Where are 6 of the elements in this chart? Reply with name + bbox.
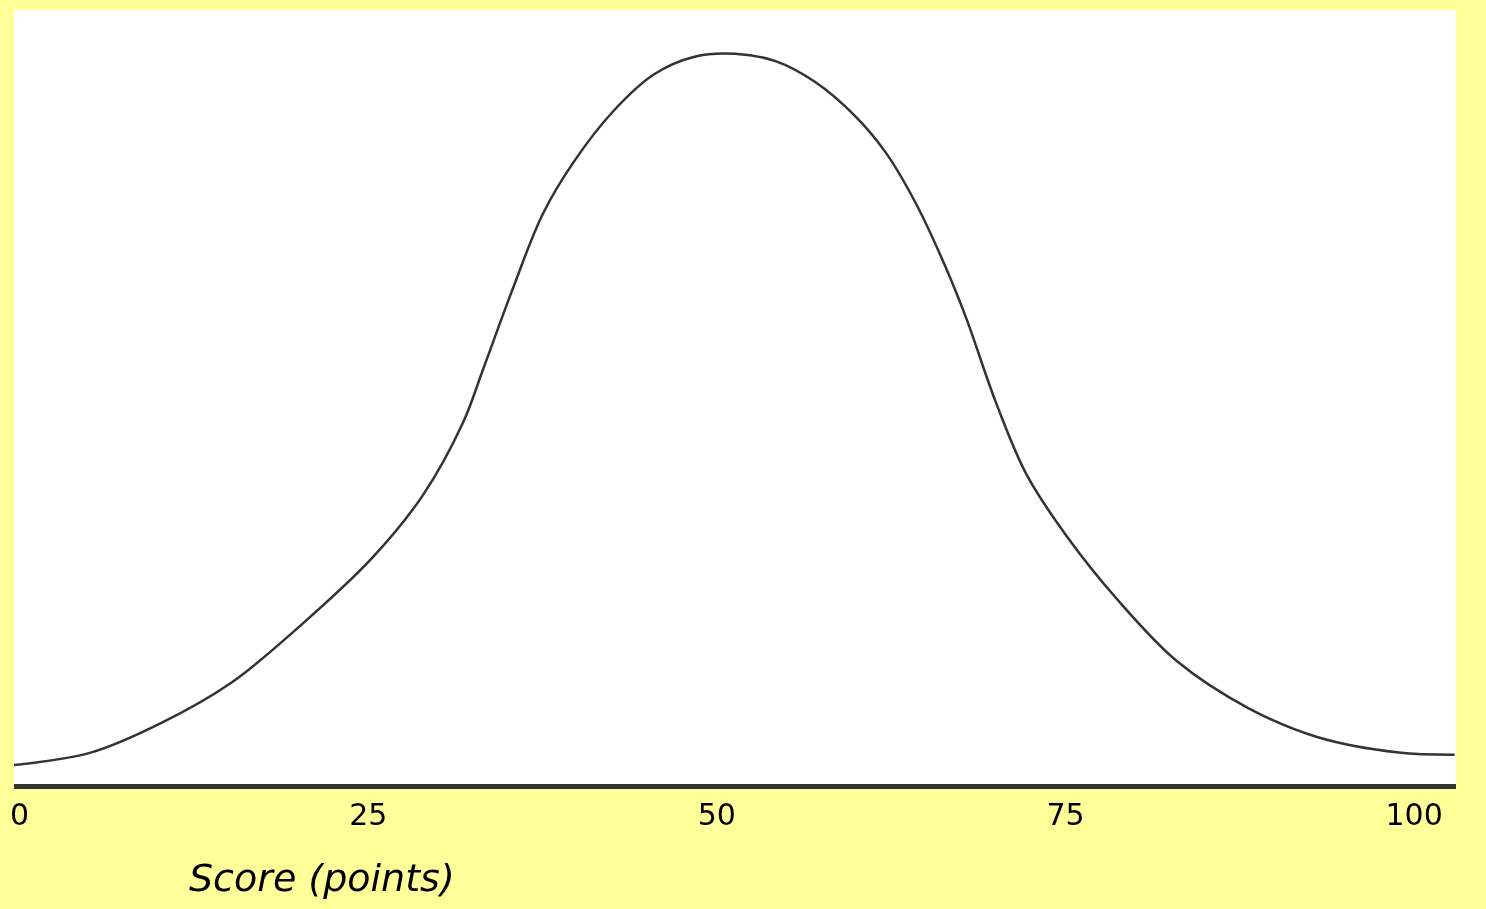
- x-tick-label: 100: [1385, 797, 1443, 832]
- x-tick-label: 0: [10, 797, 30, 832]
- x-tick-label: 25: [349, 797, 388, 832]
- x-axis-title: Score (points): [189, 856, 455, 900]
- x-tick-label: 75: [1046, 797, 1085, 832]
- x-tick-label: 50: [697, 797, 736, 832]
